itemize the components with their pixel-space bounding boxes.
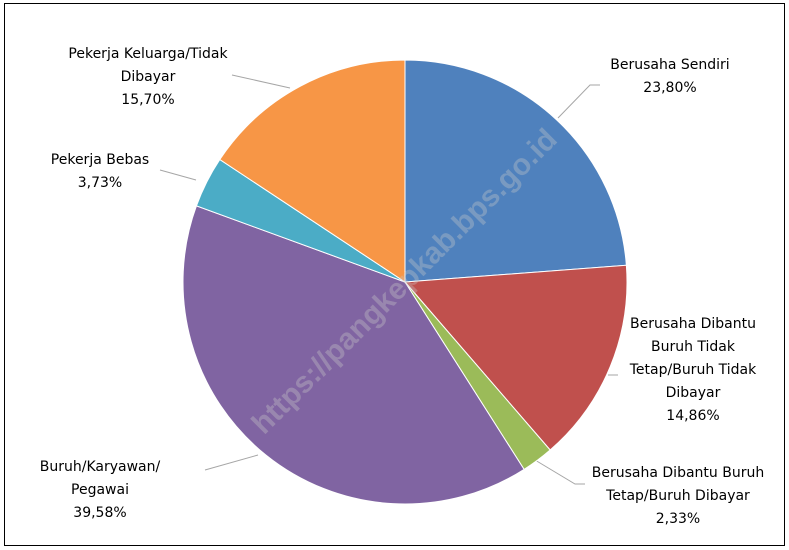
value-label: 23,80% xyxy=(643,80,697,96)
pie-slice xyxy=(404,59,627,283)
value-label: 39,58% xyxy=(73,505,127,521)
slice-label: Buruh/Karyawan/ Pegawai 39,58% xyxy=(30,456,170,525)
slice-label: Berusaha Dibantu Buruh Tidak Tetap/Buruh… xyxy=(618,313,768,428)
leader-line xyxy=(159,169,197,181)
pie-slice xyxy=(403,264,628,451)
slice-label: Pekerja Bebas 3,73% xyxy=(30,149,170,195)
category-label: Berusaha Dibantu Buruh Tetap/Buruh Dibay… xyxy=(591,465,765,504)
category-label: Berusaha Sendiri xyxy=(610,57,730,73)
category-label: Berusaha Dibantu Buruh Tidak Tetap/Buruh… xyxy=(629,316,757,401)
slice-label: Berusaha Sendiri 23,80% xyxy=(600,54,740,100)
category-label: Pekerja Bebas xyxy=(50,152,150,168)
slice-label: Pekerja Keluarga/Tidak Dibayar 15,70% xyxy=(48,43,248,112)
leader-lines xyxy=(159,74,618,485)
leader-line xyxy=(557,84,600,119)
leader-line xyxy=(231,74,291,89)
leader-line xyxy=(534,459,585,485)
pie-slice xyxy=(219,59,406,283)
leader-line xyxy=(204,454,259,471)
value-label: 2,33% xyxy=(655,511,701,527)
value-label: 15,70% xyxy=(121,92,175,108)
slice-label: Berusaha Dibantu Buruh Tetap/Buruh Dibay… xyxy=(583,462,773,531)
category-label: Pekerja Keluarga/Tidak Dibayar xyxy=(68,46,228,85)
value-label: 14,86% xyxy=(666,408,720,424)
value-label: 3,73% xyxy=(77,175,123,191)
category-label: Buruh/Karyawan/ Pegawai xyxy=(39,459,161,498)
pie-slice xyxy=(182,205,525,505)
